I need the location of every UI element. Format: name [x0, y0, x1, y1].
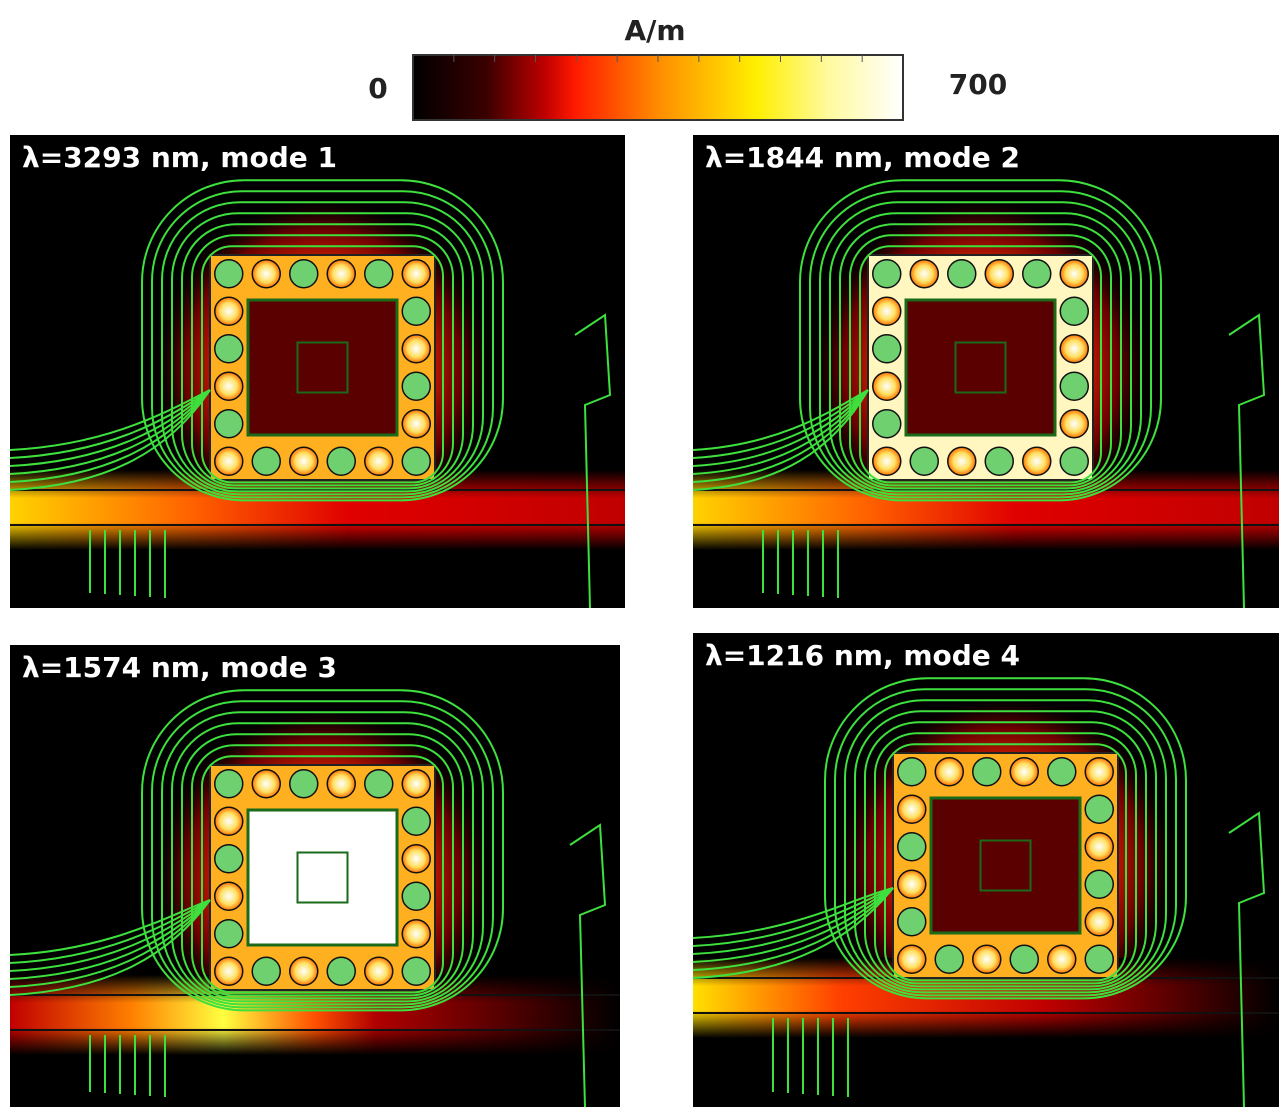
rod: [935, 758, 963, 786]
rod: [327, 957, 355, 985]
colorbar-max: 700: [949, 68, 1007, 101]
rod: [948, 447, 976, 475]
rod: [365, 260, 393, 288]
rod: [252, 770, 280, 798]
rod: [327, 770, 355, 798]
resonator-inner: [931, 798, 1080, 933]
rod: [365, 770, 393, 798]
rod: [402, 845, 430, 873]
rod: [327, 260, 355, 288]
rod: [327, 447, 355, 475]
rod: [290, 770, 318, 798]
rod: [215, 882, 243, 910]
panel-label: λ=1574 nm, mode 3: [22, 651, 337, 684]
rod: [402, 957, 430, 985]
panel-label: λ=1216 nm, mode 4: [705, 639, 1020, 672]
rod: [898, 795, 926, 823]
rod: [910, 260, 938, 288]
panel-label: λ=1844 nm, mode 2: [705, 141, 1020, 174]
rod: [873, 260, 901, 288]
panel-label: λ=3293 nm, mode 1: [22, 141, 337, 174]
rod: [402, 335, 430, 363]
rod: [1085, 870, 1113, 898]
rod: [910, 447, 938, 475]
figure: A/m 0 700 λ=3293 nm, mode 1 λ=1844 nm, mo…: [0, 0, 1279, 1107]
field-panel: λ=1216 nm, mode 4: [693, 633, 1279, 1107]
rod: [252, 260, 280, 288]
rod: [898, 908, 926, 936]
rod: [1060, 335, 1088, 363]
rod: [973, 758, 1001, 786]
rod: [1085, 795, 1113, 823]
rod: [873, 297, 901, 325]
resonator-inner: [248, 300, 397, 435]
rod: [402, 807, 430, 835]
rod: [1010, 758, 1038, 786]
rod: [873, 410, 901, 438]
rod: [215, 297, 243, 325]
rod: [252, 957, 280, 985]
field-panel: λ=3293 nm, mode 1: [10, 135, 625, 608]
rod: [290, 447, 318, 475]
rod: [215, 410, 243, 438]
rod: [402, 920, 430, 948]
rod: [402, 410, 430, 438]
rod: [215, 845, 243, 873]
colorbar: [413, 55, 903, 120]
colorbar-min: 0: [368, 72, 387, 105]
rod: [215, 335, 243, 363]
rod: [1085, 945, 1113, 973]
rod: [1085, 758, 1113, 786]
rod: [1060, 297, 1088, 325]
rod: [215, 957, 243, 985]
rod: [290, 957, 318, 985]
rod: [215, 372, 243, 400]
rod: [402, 447, 430, 475]
rod: [1085, 908, 1113, 936]
field-panel: λ=1574 nm, mode 3: [10, 645, 620, 1107]
colorbar-unit: A/m: [624, 14, 685, 47]
rod: [1060, 410, 1088, 438]
rod: [402, 372, 430, 400]
rod: [1060, 260, 1088, 288]
rod: [898, 870, 926, 898]
rod: [1060, 447, 1088, 475]
rod: [1023, 447, 1051, 475]
rod: [365, 957, 393, 985]
rod: [1085, 833, 1113, 861]
rod: [215, 807, 243, 835]
rod: [1048, 758, 1076, 786]
field-panel: λ=1844 nm, mode 2: [693, 135, 1279, 608]
rod: [252, 447, 280, 475]
rod: [1060, 372, 1088, 400]
rod: [948, 260, 976, 288]
rod: [873, 335, 901, 363]
rod: [365, 447, 393, 475]
rod: [898, 945, 926, 973]
rod: [973, 945, 1001, 973]
rod: [873, 447, 901, 475]
rod: [402, 770, 430, 798]
rod: [215, 920, 243, 948]
rod: [898, 758, 926, 786]
rod: [1023, 260, 1051, 288]
rod: [290, 260, 318, 288]
rod: [402, 260, 430, 288]
rod: [402, 882, 430, 910]
rod: [898, 833, 926, 861]
rod: [1048, 945, 1076, 973]
rod: [873, 372, 901, 400]
rod: [215, 447, 243, 475]
rod: [402, 297, 430, 325]
rod: [935, 945, 963, 973]
rod: [215, 260, 243, 288]
rod: [1010, 945, 1038, 973]
rod: [985, 447, 1013, 475]
resonator-inner: [248, 810, 397, 945]
resonator-inner: [906, 300, 1055, 435]
rod: [985, 260, 1013, 288]
rod: [215, 770, 243, 798]
